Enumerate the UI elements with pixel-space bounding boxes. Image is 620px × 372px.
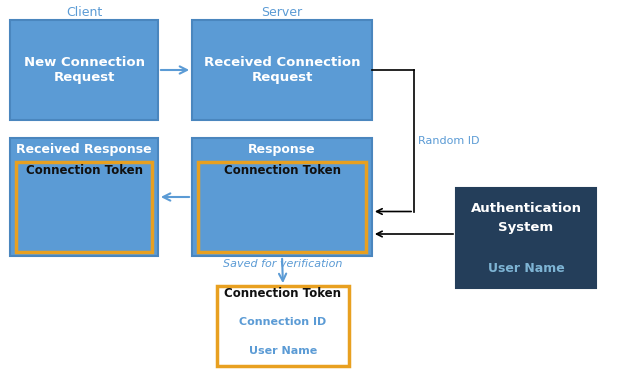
FancyBboxPatch shape	[456, 188, 596, 288]
Text: Connection Token: Connection Token	[25, 164, 143, 177]
FancyBboxPatch shape	[10, 138, 158, 256]
FancyBboxPatch shape	[192, 138, 372, 256]
Text: User Name: User Name	[487, 262, 564, 275]
FancyBboxPatch shape	[16, 162, 152, 252]
Text: Saved for verification: Saved for verification	[223, 259, 343, 269]
Text: Connection ID: Connection ID	[239, 317, 327, 327]
Text: Client: Client	[66, 6, 102, 19]
Text: Connection Token: Connection Token	[224, 287, 342, 300]
Text: Random ID: Random ID	[418, 136, 479, 146]
Text: Response: Response	[248, 144, 316, 157]
FancyBboxPatch shape	[217, 286, 349, 366]
FancyBboxPatch shape	[10, 20, 158, 120]
Text: User Name: User Name	[50, 231, 118, 241]
Text: Connection ID: Connection ID	[40, 198, 128, 208]
Text: Authentication: Authentication	[471, 202, 582, 215]
Text: Received Response: Received Response	[16, 144, 152, 157]
Text: Connection ID: Connection ID	[238, 198, 326, 208]
FancyBboxPatch shape	[192, 20, 372, 120]
FancyBboxPatch shape	[198, 162, 366, 252]
Text: Server: Server	[262, 6, 303, 19]
Text: User Name: User Name	[249, 346, 317, 356]
Text: New Connection
Request: New Connection Request	[24, 56, 144, 84]
Text: Connection Token: Connection Token	[223, 164, 340, 177]
Text: Received Connection
Request: Received Connection Request	[204, 56, 360, 84]
Text: System: System	[498, 221, 554, 234]
Text: User Name: User Name	[248, 231, 316, 241]
